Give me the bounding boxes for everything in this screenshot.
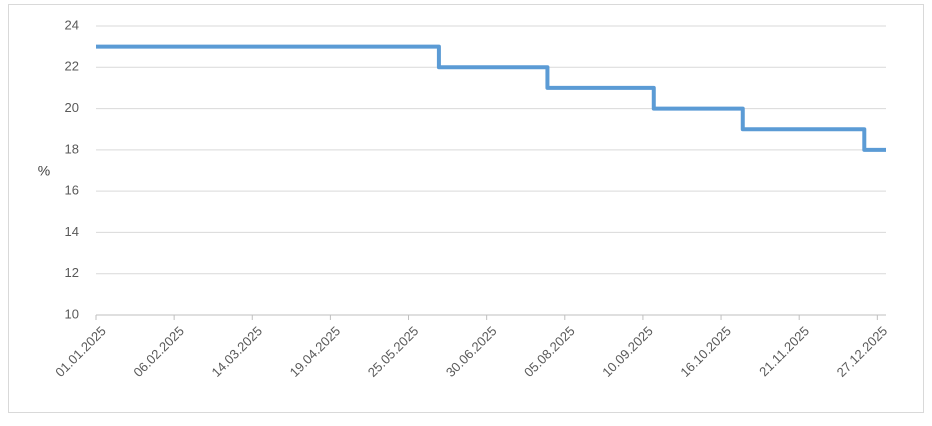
y-tick-label: 14	[65, 224, 79, 239]
y-axis-label: %	[38, 163, 50, 179]
y-tick-label: 22	[65, 59, 79, 74]
series-line	[96, 44, 886, 152]
y-tick-label: 10	[65, 306, 79, 321]
y-tick-label: 24	[65, 17, 79, 32]
y-tick-label: 18	[65, 141, 79, 156]
chart-border	[8, 4, 924, 413]
y-tick-label: 16	[65, 183, 79, 198]
y-tick-label: 20	[65, 100, 79, 115]
y-tick-label: 12	[65, 265, 79, 280]
